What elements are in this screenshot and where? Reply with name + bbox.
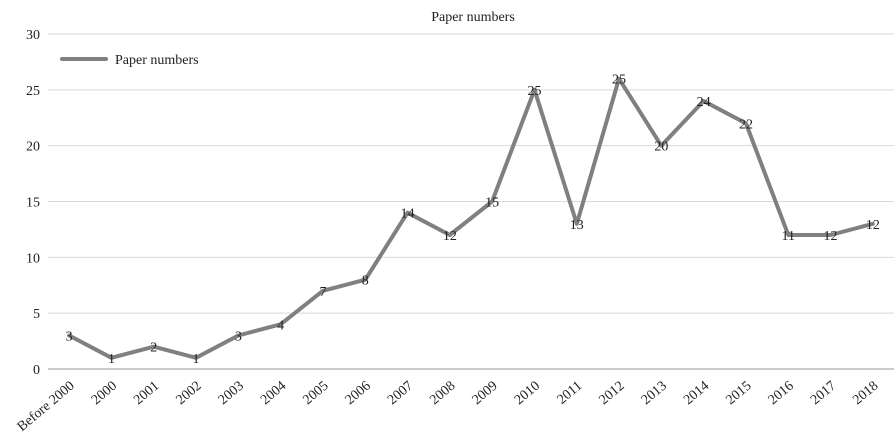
data-label: 12 xyxy=(866,218,880,233)
data-label: 8 xyxy=(362,274,369,289)
x-tick-label: 2005 xyxy=(300,379,331,408)
data-label: 25 xyxy=(527,84,541,99)
x-tick-label: Before 2000 xyxy=(15,379,78,435)
y-tick-label: 5 xyxy=(33,307,40,322)
data-label: 13 xyxy=(570,218,584,233)
x-tick-label: 2009 xyxy=(470,379,501,408)
data-label: 11 xyxy=(782,229,795,244)
data-label: 12 xyxy=(824,229,838,244)
y-tick-label: 20 xyxy=(26,140,40,155)
data-label: 3 xyxy=(66,330,73,345)
series-lines xyxy=(67,76,875,360)
legend-label: Paper numbers xyxy=(115,53,199,68)
y-tick-label: 10 xyxy=(26,251,40,266)
y-tick-label: 15 xyxy=(26,196,40,211)
y-axis-tick-labels: 0 5 10 15 20 25 30 xyxy=(26,28,40,378)
data-label: 12 xyxy=(443,229,457,244)
y-tick-label: 30 xyxy=(26,28,40,43)
chart-title: Paper numbers xyxy=(431,10,515,25)
data-label: 1 xyxy=(108,352,115,367)
x-tick-label: 2003 xyxy=(216,379,247,408)
x-tick-label: 2007 xyxy=(385,379,416,408)
data-label: 24 xyxy=(697,95,711,110)
data-label: 14 xyxy=(401,207,415,222)
x-tick-label: 2016 xyxy=(766,379,797,408)
data-label: 1 xyxy=(193,352,200,367)
legend: Paper numbers xyxy=(60,53,199,68)
gridlines xyxy=(48,33,894,370)
x-tick-label: 2001 xyxy=(131,379,162,408)
x-tick-label: 2017 xyxy=(808,379,839,408)
data-label: 20 xyxy=(654,140,668,155)
data-label: 3 xyxy=(235,330,242,345)
data-label: 15 xyxy=(485,196,499,211)
x-tick-label: 2013 xyxy=(639,379,670,408)
x-tick-label: 2004 xyxy=(258,379,289,408)
data-label: 7 xyxy=(319,285,326,300)
y-tick-label: 25 xyxy=(26,84,40,99)
x-axis-tick-labels: Before 2000 2000 2001 2002 2003 2004 2005 2006 2… xyxy=(15,379,882,435)
data-label: 4 xyxy=(277,318,284,333)
x-tick-label: 2015 xyxy=(723,379,754,408)
x-tick-label: 2010 xyxy=(512,379,543,408)
series-line xyxy=(67,76,875,360)
data-label: 25 xyxy=(612,73,626,88)
x-tick-label: 2006 xyxy=(343,379,374,408)
x-tick-label: 2012 xyxy=(597,379,628,408)
data-label: 22 xyxy=(739,117,753,132)
data-label: 2 xyxy=(150,341,157,356)
x-tick-label: 2018 xyxy=(850,379,881,408)
x-tick-label: 2011 xyxy=(555,379,586,408)
x-tick-label: 2000 xyxy=(89,379,120,408)
x-tick-label: 2008 xyxy=(427,379,458,408)
x-tick-label: 2014 xyxy=(681,379,712,408)
y-tick-label: 0 xyxy=(33,363,40,378)
x-tick-label: 2002 xyxy=(174,379,205,408)
